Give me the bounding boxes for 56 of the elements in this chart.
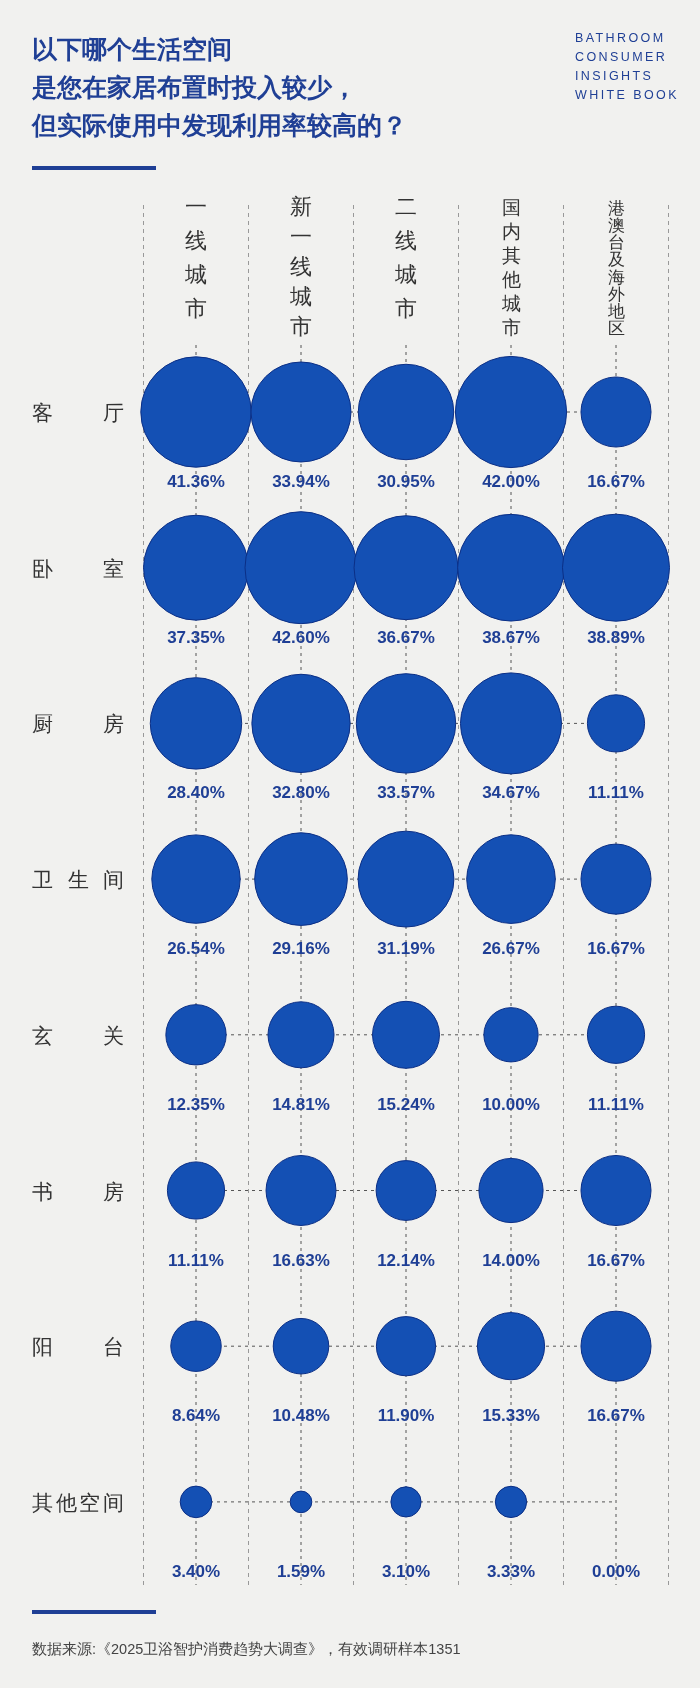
x-tick-label: 新一线城市 — [290, 194, 312, 339]
annotation: 数据来源:《2025卫浴智护消费趋势大调查》，有效调研样本1351 — [32, 1641, 461, 1657]
cell-label: 11.11% — [168, 1250, 224, 1270]
cell-label: 16.67% — [587, 1250, 645, 1270]
cell-label: 16.63% — [272, 1250, 330, 1270]
y-tick-label: 玄关 — [32, 1023, 124, 1047]
annotation: BATHROOM CONSUMER INSIGHTS WHITE BOOK — [575, 31, 679, 102]
y-tick-label: 书房 — [32, 1179, 124, 1203]
cell-label: 11.11% — [588, 1094, 644, 1114]
cell-label: 10.48% — [272, 1406, 330, 1426]
cell-label: 36.67% — [377, 627, 435, 647]
y-tick-label: 卫生间 — [32, 868, 124, 892]
cell-label: 29.16% — [272, 939, 330, 959]
cell-label: 11.90% — [377, 1406, 435, 1426]
cell-label: 26.67% — [482, 939, 540, 959]
y-tick-label: 阳台 — [32, 1335, 124, 1359]
cell-label: 32.80% — [272, 783, 330, 803]
cell-label: 16.67% — [587, 472, 645, 491]
title: 以下哪个生活空间是您在家居布置时投入较少，但实际使用中发现利用率较高的？ — [32, 35, 407, 139]
cell-label: 31.19% — [377, 939, 435, 959]
cell-label: 15.24% — [377, 1094, 435, 1114]
cell-label: 3.10% — [381, 1561, 431, 1581]
cell-label: 30.95% — [377, 472, 435, 491]
cell-label: 14.00% — [482, 1250, 540, 1270]
cell-label: 11.11% — [588, 783, 644, 803]
cell-label: 14.81% — [272, 1094, 330, 1114]
cell-label: 33.57% — [377, 783, 435, 803]
cell-label: 38.89% — [587, 627, 645, 647]
x-tick-label: 国内其他城市 — [501, 197, 521, 338]
y-tick-label: 卧室 — [32, 556, 124, 580]
cell-label: 10.00% — [482, 1094, 540, 1114]
cell-label: 42.00% — [482, 472, 540, 491]
cell-label: 16.67% — [587, 1406, 645, 1426]
cell-label: 16.67% — [587, 939, 645, 959]
cell-label: 34.67% — [482, 783, 540, 803]
cell-label: 37.35% — [167, 627, 225, 647]
cell-label: 26.54% — [167, 939, 225, 959]
y-tick-label: 客厅 — [32, 401, 124, 424]
cell-label: 8.64% — [171, 1406, 221, 1426]
cell-label: 3.33% — [486, 1561, 536, 1581]
x-tick-label: 一线城市 — [185, 194, 207, 321]
cell-label: 1.59% — [276, 1561, 326, 1581]
cell-label: 41.36% — [167, 472, 225, 491]
cell-label: 12.14% — [377, 1250, 435, 1270]
cell-label: 0.00% — [591, 1561, 641, 1581]
cell-label: 42.60% — [272, 627, 330, 647]
cell-label: 33.94% — [272, 472, 330, 491]
cell-label: 28.40% — [167, 783, 225, 803]
x-tick-label: 港澳台及海外地区 — [607, 199, 625, 338]
cell-label: 3.40% — [171, 1561, 221, 1581]
y-tick-label: 其他空间 — [32, 1490, 124, 1514]
cell-label: 38.67% — [482, 627, 540, 647]
cell-label: 12.35% — [167, 1094, 225, 1114]
y-tick-label: 厨房 — [32, 712, 124, 736]
x-tick-label: 二线城市 — [395, 194, 417, 321]
cell-label: 15.33% — [482, 1406, 540, 1426]
